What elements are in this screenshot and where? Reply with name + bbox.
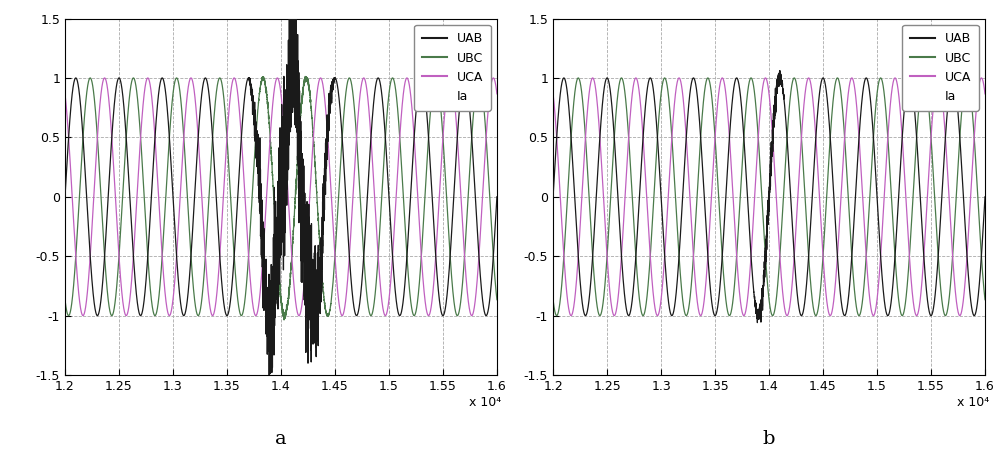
Text: a: a — [275, 430, 287, 448]
Text: x 10⁴: x 10⁴ — [469, 396, 501, 409]
Text: x 10⁴: x 10⁴ — [957, 396, 989, 409]
Legend: UAB, UBC, UCA, Ia: UAB, UBC, UCA, Ia — [902, 25, 979, 111]
Text: b: b — [763, 430, 775, 448]
Legend: UAB, UBC, UCA, Ia: UAB, UBC, UCA, Ia — [414, 25, 491, 111]
